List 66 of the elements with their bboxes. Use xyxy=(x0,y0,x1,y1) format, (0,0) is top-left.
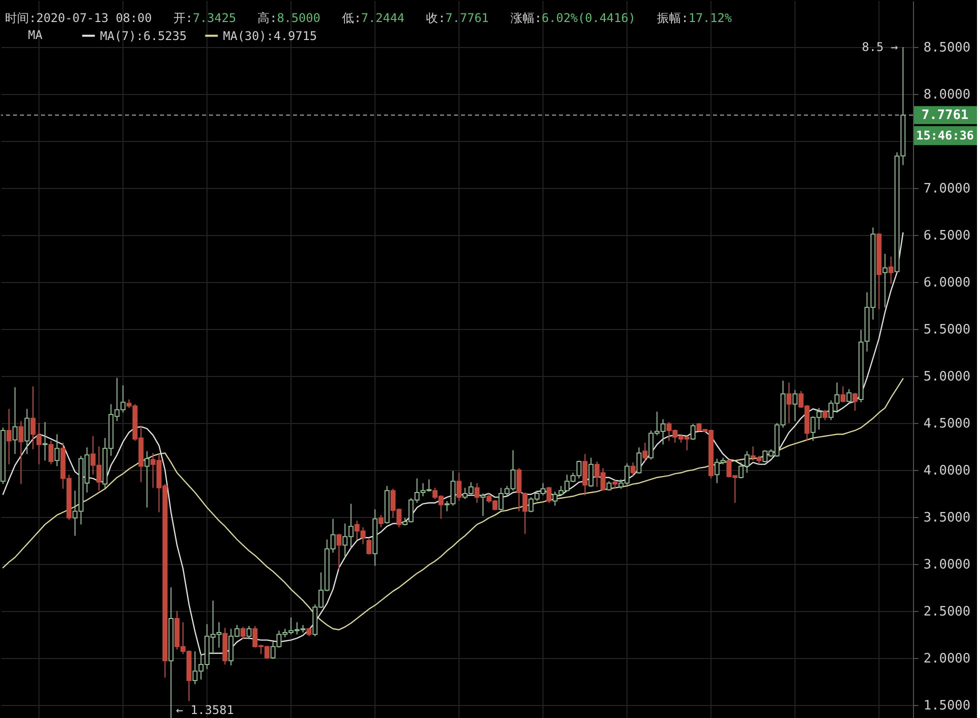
y-tick-label: 2.0000 xyxy=(924,651,970,666)
candlestick xyxy=(822,409,828,421)
annotation: ← 1.3581 xyxy=(176,703,234,718)
y-tick-label: 7.0000 xyxy=(924,182,970,197)
y-tick-label: 2.5000 xyxy=(924,604,970,620)
annotation: 开:7.3425 xyxy=(173,11,236,25)
candlestick xyxy=(522,492,528,534)
candlestick xyxy=(690,423,696,440)
text: 15:46:36 xyxy=(916,128,974,143)
y-tick-label: 5.5000 xyxy=(924,322,970,338)
candlestick xyxy=(846,388,852,403)
candlestick xyxy=(636,446,642,474)
candlestick xyxy=(480,492,486,517)
candlestick xyxy=(840,386,846,403)
y-tick-label: 3.5000 xyxy=(924,510,970,526)
candlestick xyxy=(246,625,252,640)
candlestick xyxy=(54,434,60,467)
candlestick xyxy=(12,386,18,454)
candlestick xyxy=(24,408,30,454)
candlestick xyxy=(366,537,372,556)
candlestick xyxy=(582,453,588,496)
candlestick xyxy=(36,422,42,465)
candlestick xyxy=(240,626,246,640)
y-tick-label: 8.0000 xyxy=(924,88,970,103)
candlestick xyxy=(546,486,552,504)
candlestick xyxy=(588,457,594,488)
y-tick-label: 3.0000 xyxy=(924,557,970,572)
y-tick-label: 4.0000 xyxy=(924,463,970,478)
legend-title: MA xyxy=(28,28,44,42)
candlestick xyxy=(642,442,648,462)
candlestick xyxy=(456,472,462,502)
candlestick xyxy=(606,480,612,492)
candlestick xyxy=(336,533,342,570)
candlestick xyxy=(516,468,522,512)
candlestick xyxy=(6,408,12,465)
legend-label: MA(30):4.9715 xyxy=(223,28,317,43)
annotation: 收:7.7761 xyxy=(426,11,489,25)
candlestick xyxy=(48,440,54,465)
annotation: 8.5 → xyxy=(862,40,898,54)
candlestick xyxy=(42,422,48,462)
y-tick-label: 8.5000 xyxy=(924,40,970,56)
candlestick xyxy=(474,482,480,504)
candlestick xyxy=(786,382,792,424)
annotation: 高:8.5000 xyxy=(258,11,320,25)
line-series xyxy=(2,232,904,656)
annotation: 振幅:17.12% xyxy=(657,11,733,25)
legend-label: MA(7):6.5235 xyxy=(100,28,187,43)
candlestick xyxy=(18,420,24,485)
y-tick-label: 4.5000 xyxy=(924,416,970,432)
candlestick xyxy=(30,386,36,450)
annotation: 涨幅:6.02%(0.4416) xyxy=(510,11,636,25)
y-tick-label: 6.5000 xyxy=(924,228,970,244)
y-tick-label: 5.0000 xyxy=(924,369,970,384)
candlestick xyxy=(852,392,858,412)
y-tick-label: 1.5000 xyxy=(924,698,970,714)
candlestick xyxy=(888,256,894,284)
y-tick-label: 6.0000 xyxy=(924,275,970,290)
candlestick xyxy=(792,390,798,422)
candlestick xyxy=(630,462,636,476)
candlestick xyxy=(882,253,888,308)
annotation: 低:7.2444 xyxy=(342,11,405,25)
candlestick xyxy=(378,514,384,528)
annotation: 时间:2020-07-13 08:00 xyxy=(5,11,152,25)
line-series xyxy=(2,378,904,630)
ref-line-label: 7.7761 xyxy=(922,108,969,124)
candlestick xyxy=(144,450,150,508)
